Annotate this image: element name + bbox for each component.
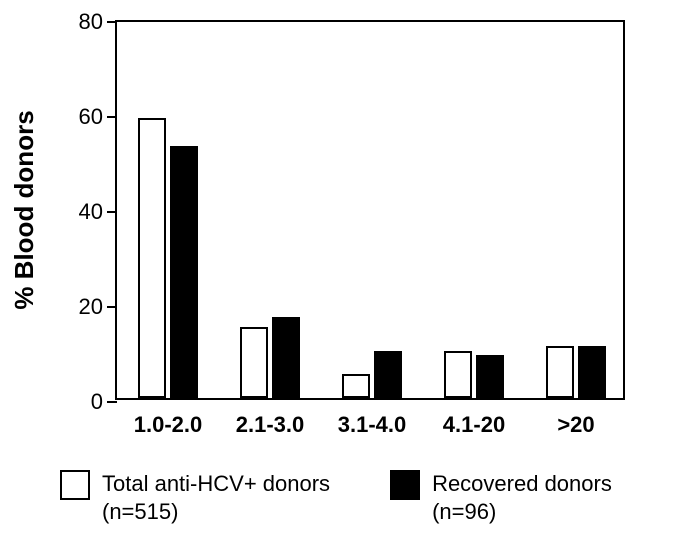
y-tick: 60 (79, 104, 117, 130)
bar (272, 317, 300, 398)
y-tick-label: 0 (91, 389, 103, 415)
x-category-label: 4.1-20 (443, 412, 505, 438)
legend-series-name: Total anti-HCV+ donors (102, 471, 330, 496)
legend-label-recovered: Recovered donors (n=96) (432, 470, 612, 525)
y-tick-mark (107, 21, 117, 23)
y-tick-mark (107, 306, 117, 308)
bar (342, 374, 370, 398)
legend-item-recovered: Recovered donors (n=96) (390, 470, 612, 525)
x-category-label: 3.1-4.0 (338, 412, 407, 438)
bar (138, 118, 166, 398)
x-category-label: >20 (557, 412, 594, 438)
bar (546, 346, 574, 398)
y-tick-mark (107, 401, 117, 403)
legend-series-n: (n=515) (102, 499, 178, 524)
y-tick: 20 (79, 294, 117, 320)
x-category-label: 2.1-3.0 (236, 412, 305, 438)
y-tick-label: 60 (79, 104, 103, 130)
y-axis-title: % Blood donors (9, 110, 40, 309)
plot-area: 0204060801.0-2.02.1-3.03.1-4.04.1-20>20 (115, 20, 625, 400)
bar (374, 351, 402, 399)
legend-swatch-open (60, 470, 90, 500)
bar (170, 146, 198, 398)
y-tick: 0 (91, 389, 117, 415)
bar (476, 355, 504, 398)
bar (240, 327, 268, 398)
legend-swatch-solid (390, 470, 420, 500)
y-tick-label: 20 (79, 294, 103, 320)
bar (444, 351, 472, 399)
legend-label-total: Total anti-HCV+ donors (n=515) (102, 470, 330, 525)
y-tick-label: 40 (79, 199, 103, 225)
x-category-label: 1.0-2.0 (134, 412, 203, 438)
y-tick-mark (107, 116, 117, 118)
y-tick: 80 (79, 9, 117, 35)
y-tick: 40 (79, 199, 117, 225)
bar-chart: 0204060801.0-2.02.1-3.03.1-4.04.1-20>20 … (0, 0, 685, 548)
legend-series-n: (n=96) (432, 499, 496, 524)
y-tick-mark (107, 211, 117, 213)
bar (578, 346, 606, 398)
legend: Total anti-HCV+ donors (n=515) Recovered… (60, 470, 612, 525)
y-tick-label: 80 (79, 9, 103, 35)
legend-series-name: Recovered donors (432, 471, 612, 496)
legend-item-total: Total anti-HCV+ donors (n=515) (60, 470, 330, 525)
